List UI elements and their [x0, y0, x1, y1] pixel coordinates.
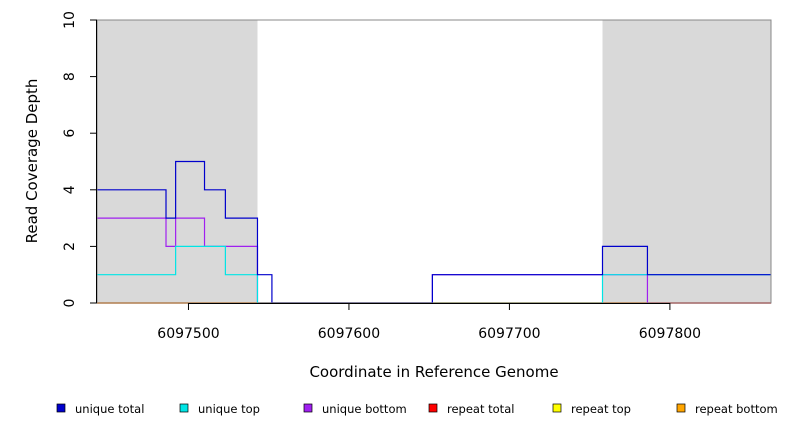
legend-label: unique bottom	[322, 402, 407, 416]
legend-label: unique top	[198, 402, 260, 416]
y-axis-label: Read Coverage Depth	[23, 79, 41, 244]
legend-swatch	[179, 403, 189, 413]
legend: unique total unique top unique bottom repea…	[56, 402, 778, 416]
y-axis: 0 2 4 6 8 10	[62, 11, 97, 307]
y-tick-label: 0	[62, 299, 78, 308]
y-tick-label: 10	[62, 11, 78, 29]
y-tick-label: 2	[62, 242, 78, 251]
legend-label: repeat total	[447, 402, 514, 416]
x-tick-label: 6097600	[318, 326, 380, 342]
shaded-regions	[97, 20, 771, 303]
legend-label: repeat top	[571, 402, 631, 416]
series-line-unique-total	[97, 160, 771, 304]
x-axis: 6097500 6097600 6097700 6097800	[157, 303, 701, 342]
legend-label: repeat bottom	[695, 402, 778, 416]
x-tick-label: 6097500	[157, 326, 219, 342]
x-tick-label: 6097800	[639, 326, 701, 342]
legend-swatch	[303, 403, 313, 413]
legend-swatch	[428, 403, 438, 413]
legend-swatch	[552, 403, 562, 413]
y-tick-label: 6	[62, 129, 78, 138]
y-tick-label: 8	[62, 72, 78, 81]
legend-swatch	[56, 403, 66, 413]
x-tick-label: 6097700	[478, 326, 540, 342]
y-tick-label: 4	[62, 185, 78, 194]
legend-swatch	[676, 403, 686, 413]
x-axis-label: Coordinate in Reference Genome	[309, 363, 558, 381]
shaded-region	[602, 20, 771, 303]
legend-label: unique total	[75, 402, 144, 416]
